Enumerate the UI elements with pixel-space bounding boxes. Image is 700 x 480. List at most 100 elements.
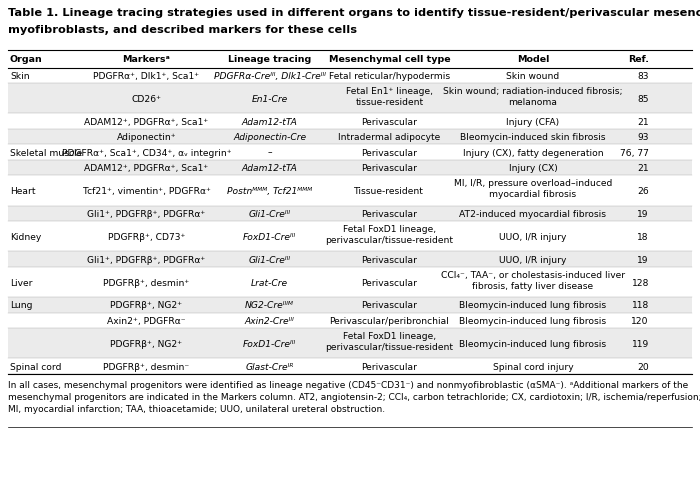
Bar xyxy=(8,84,692,114)
Text: Kidney: Kidney xyxy=(10,232,41,241)
Text: Intradermal adipocyte: Intradermal adipocyte xyxy=(338,133,440,142)
Text: Lrat-Cre: Lrat-Cre xyxy=(251,278,288,287)
Text: Fetal En1⁺ lineage,
tissue-resident: Fetal En1⁺ lineage, tissue-resident xyxy=(346,87,433,107)
Text: Perivascular: Perivascular xyxy=(361,148,417,157)
Text: Heart: Heart xyxy=(10,187,36,195)
Text: Skin: Skin xyxy=(10,72,29,81)
Text: FoxD1-Creᴵᴵᴵ: FoxD1-Creᴵᴵᴵ xyxy=(243,232,296,241)
Text: Adiponectin-Cre: Adiponectin-Cre xyxy=(233,133,306,142)
Text: Adam12-tTA: Adam12-tTA xyxy=(241,117,298,126)
Text: Perivascular/peribronchial: Perivascular/peribronchial xyxy=(330,316,449,325)
Text: PDGFRα⁺, Sca1⁺, CD34⁺, αᵥ integrin⁺: PDGFRα⁺, Sca1⁺, CD34⁺, αᵥ integrin⁺ xyxy=(62,148,231,157)
Text: PDGFRβ⁺, NG2⁺: PDGFRβ⁺, NG2⁺ xyxy=(111,339,183,348)
Text: 20: 20 xyxy=(637,362,649,371)
Text: Bleomycin-induced lung fibrosis: Bleomycin-induced lung fibrosis xyxy=(459,339,606,348)
Text: 118: 118 xyxy=(631,301,649,310)
Text: 19: 19 xyxy=(638,255,649,264)
Text: In all cases, mesenchymal progenitors were identified as lineage negative (CD45⁻: In all cases, mesenchymal progenitors we… xyxy=(8,380,700,413)
Bar xyxy=(8,176,692,206)
Text: 21: 21 xyxy=(637,164,649,173)
Bar xyxy=(8,298,692,313)
Text: Skin wound; radiation-induced fibrosis;
melanoma: Skin wound; radiation-induced fibrosis; … xyxy=(443,87,623,107)
Text: Tissue-resident: Tissue-resident xyxy=(354,187,424,195)
Text: Tcf21⁺, vimentin⁺, PDGFRα⁺: Tcf21⁺, vimentin⁺, PDGFRα⁺ xyxy=(83,187,211,195)
Text: Lung: Lung xyxy=(10,301,32,310)
Text: Ref.: Ref. xyxy=(628,55,649,64)
Text: Perivascular: Perivascular xyxy=(361,117,417,126)
Bar xyxy=(8,313,692,328)
Text: CD26⁺: CD26⁺ xyxy=(132,95,162,103)
Text: 26: 26 xyxy=(637,187,649,195)
Text: Perivascular: Perivascular xyxy=(361,209,417,218)
Text: Injury (CX), fatty degeneration: Injury (CX), fatty degeneration xyxy=(463,148,603,157)
Text: Fetal FoxD1 lineage,
perivascular/tissue-resident: Fetal FoxD1 lineage, perivascular/tissue… xyxy=(326,332,454,351)
Text: 93: 93 xyxy=(638,133,649,142)
Text: 76, 77: 76, 77 xyxy=(620,148,649,157)
Bar xyxy=(8,252,692,267)
Bar xyxy=(8,328,692,359)
Text: 83: 83 xyxy=(638,72,649,81)
Text: Injury (CX): Injury (CX) xyxy=(509,164,557,173)
Text: Perivascular: Perivascular xyxy=(361,362,417,371)
Text: Adam12-tTA: Adam12-tTA xyxy=(241,164,298,173)
Text: Table 1. Lineage tracing strategies used in different organs to identify tissue-: Table 1. Lineage tracing strategies used… xyxy=(8,8,700,18)
Text: Perivascular: Perivascular xyxy=(361,255,417,264)
Text: Glast-Creᴵᴿ: Glast-Creᴵᴿ xyxy=(246,362,294,371)
Text: Model: Model xyxy=(517,55,550,64)
Bar xyxy=(8,267,692,298)
Bar xyxy=(8,206,692,222)
Bar xyxy=(8,145,692,160)
Text: MI, I/R, pressure overload–induced
myocardial fibrosis: MI, I/R, pressure overload–induced myoca… xyxy=(454,179,612,199)
Bar xyxy=(8,359,692,374)
Text: PDGFRβ⁺, CD73⁺: PDGFRβ⁺, CD73⁺ xyxy=(108,232,186,241)
Text: PDGFRα-Creᴵᴵᴵ, Dlk1-Creᴵᴵᴵ: PDGFRα-Creᴵᴵᴵ, Dlk1-Creᴵᴵᴵ xyxy=(214,72,326,81)
Text: AT2-induced myocardial fibrosis: AT2-induced myocardial fibrosis xyxy=(459,209,606,218)
Text: Organ: Organ xyxy=(10,55,43,64)
Text: 21: 21 xyxy=(637,117,649,126)
Text: CCl₄⁻, TAA⁻, or cholestasis-induced liver
fibrosis, fatty liver disease: CCl₄⁻, TAA⁻, or cholestasis-induced live… xyxy=(441,270,625,290)
Text: Bleomycin-induced lung fibrosis: Bleomycin-induced lung fibrosis xyxy=(459,316,606,325)
Text: Gli1-Creᴵᴵᴵ: Gli1-Creᴵᴵᴵ xyxy=(248,255,290,264)
Text: 19: 19 xyxy=(638,209,649,218)
Text: ADAM12⁺, PDGFRα⁺, Sca1⁺: ADAM12⁺, PDGFRα⁺, Sca1⁺ xyxy=(85,164,209,173)
Text: Perivascular: Perivascular xyxy=(361,301,417,310)
Text: ADAM12⁺, PDGFRα⁺, Sca1⁺: ADAM12⁺, PDGFRα⁺, Sca1⁺ xyxy=(85,117,209,126)
Bar xyxy=(8,51,692,68)
Bar xyxy=(8,222,692,252)
Text: En1-Cre: En1-Cre xyxy=(251,95,288,103)
Text: Perivascular: Perivascular xyxy=(361,278,417,287)
Text: Axin2⁺, PDGFRα⁻: Axin2⁺, PDGFRα⁻ xyxy=(107,316,186,325)
Text: PDGFRβ⁺, desmin⁻: PDGFRβ⁺, desmin⁻ xyxy=(104,362,190,371)
Text: Markersᵃ: Markersᵃ xyxy=(122,55,170,64)
Bar xyxy=(8,130,692,145)
Text: Axin2-Creᴵᴵᴵ: Axin2-Creᴵᴵᴵ xyxy=(245,316,295,325)
Text: Mesenchymal cell type: Mesenchymal cell type xyxy=(328,55,450,64)
Text: Spinal cord: Spinal cord xyxy=(10,362,62,371)
Text: 120: 120 xyxy=(631,316,649,325)
Text: 119: 119 xyxy=(631,339,649,348)
Text: Bleomycin-induced lung fibrosis: Bleomycin-induced lung fibrosis xyxy=(459,301,606,310)
Text: Bleomycin-induced skin fibrosis: Bleomycin-induced skin fibrosis xyxy=(460,133,606,142)
Text: PDGFRα⁺, Dlk1⁺, Sca1⁺: PDGFRα⁺, Dlk1⁺, Sca1⁺ xyxy=(93,72,200,81)
Text: Fetal reticular/hypodermis: Fetal reticular/hypodermis xyxy=(329,72,450,81)
Text: 18: 18 xyxy=(638,232,649,241)
Text: Gli1⁺, PDGFRβ⁺, PDGFRα⁺: Gli1⁺, PDGFRβ⁺, PDGFRα⁺ xyxy=(88,255,206,264)
Bar xyxy=(8,114,692,130)
Text: Gli1⁺, PDGFRβ⁺, PDGFRα⁺: Gli1⁺, PDGFRβ⁺, PDGFRα⁺ xyxy=(88,209,206,218)
Text: UUO, I/R injury: UUO, I/R injury xyxy=(499,255,567,264)
Text: Skeletal muscle: Skeletal muscle xyxy=(10,148,83,157)
Text: myofibroblasts, and described markers for these cells: myofibroblasts, and described markers fo… xyxy=(8,25,357,36)
Text: Skin wound: Skin wound xyxy=(506,72,559,81)
Text: Liver: Liver xyxy=(10,278,32,287)
Text: UUO, I/R injury: UUO, I/R injury xyxy=(499,232,567,241)
Text: Injury (CFA): Injury (CFA) xyxy=(506,117,559,126)
Text: 85: 85 xyxy=(638,95,649,103)
Text: NG2-Creᴵᴵᴵᴹ: NG2-Creᴵᴵᴵᴹ xyxy=(245,301,294,310)
Text: PDGFRβ⁺, desmin⁺: PDGFRβ⁺, desmin⁺ xyxy=(104,278,190,287)
Text: Fetal FoxD1 lineage,
perivascular/tissue-resident: Fetal FoxD1 lineage, perivascular/tissue… xyxy=(326,225,454,245)
Text: Perivascular: Perivascular xyxy=(361,164,417,173)
Text: PDGFRβ⁺, NG2⁺: PDGFRβ⁺, NG2⁺ xyxy=(111,301,183,310)
Text: Gli1-Creᴵᴵᴵ: Gli1-Creᴵᴵᴵ xyxy=(248,209,290,218)
Text: Adiponectin⁺: Adiponectin⁺ xyxy=(117,133,176,142)
Text: FoxD1-Creᴵᴵᴵ: FoxD1-Creᴵᴵᴵ xyxy=(243,339,296,348)
